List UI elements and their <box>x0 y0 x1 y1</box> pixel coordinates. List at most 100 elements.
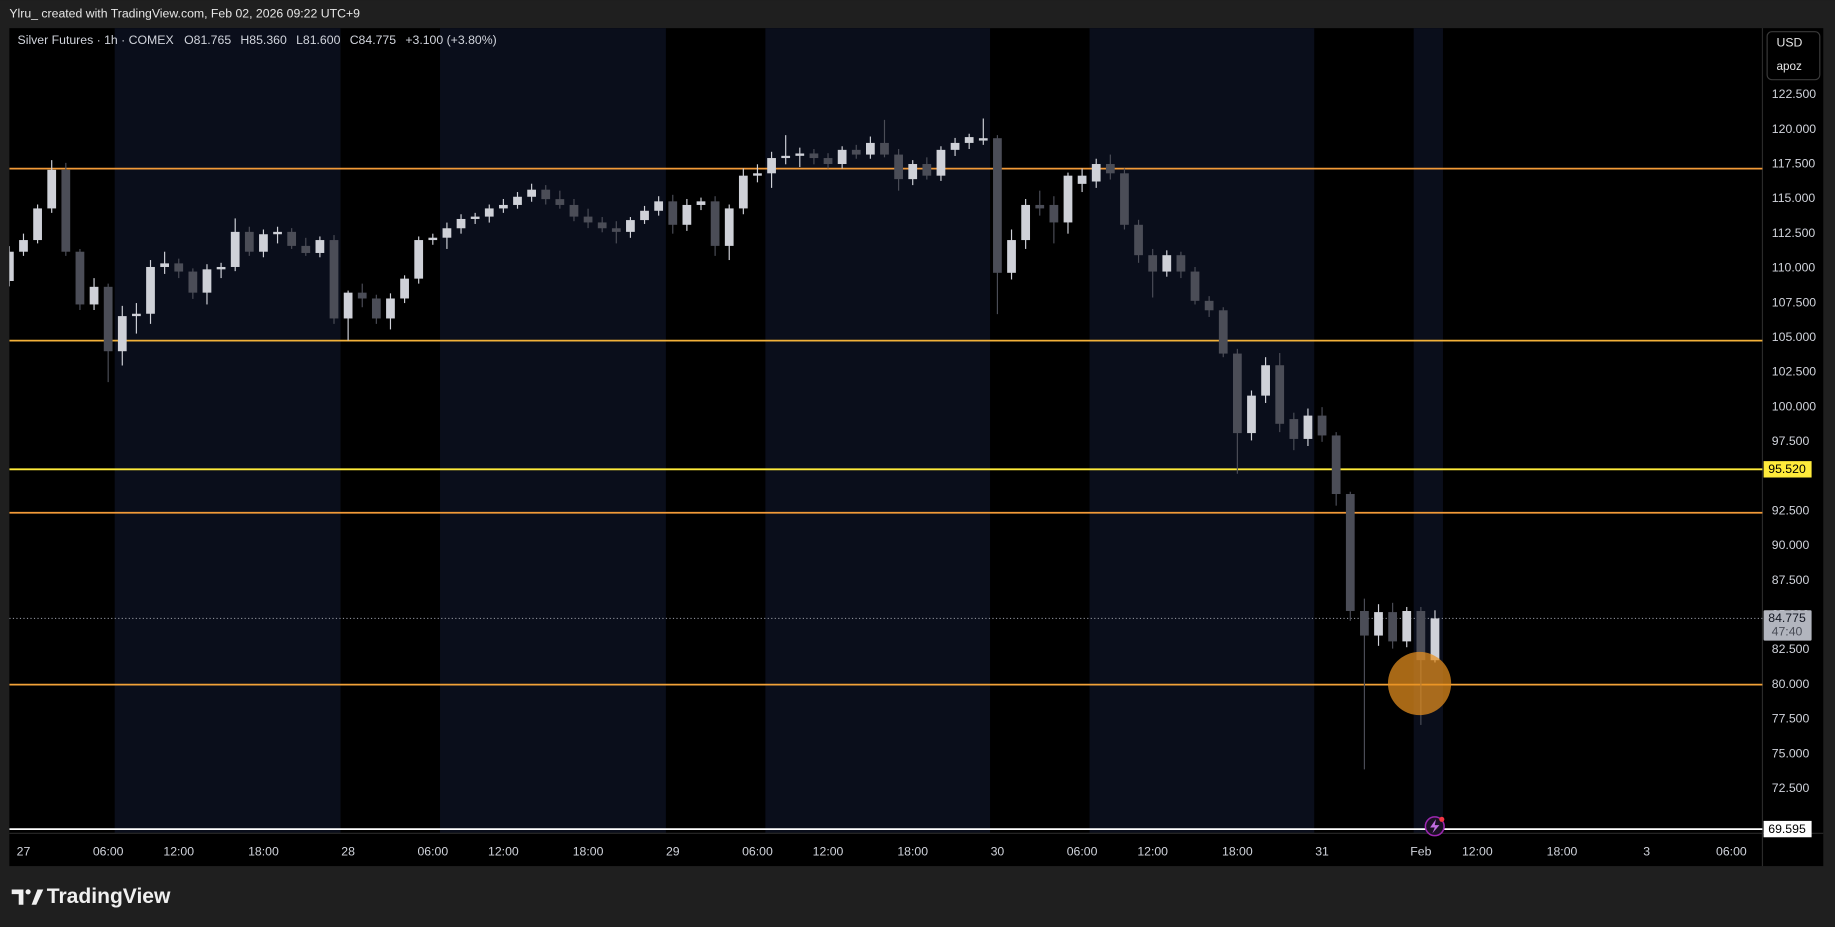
candle-body <box>555 199 565 205</box>
candle-body <box>1247 395 1256 434</box>
legend-open: O81.765 <box>184 33 231 47</box>
candle-body <box>47 169 57 209</box>
candle-body <box>978 138 988 141</box>
session-band <box>765 28 991 834</box>
candle-body <box>1360 610 1369 636</box>
x-tick-label: 06:00 <box>93 844 124 858</box>
x-tick-label: 06:00 <box>417 844 448 858</box>
candle-body <box>795 153 805 156</box>
candle-body <box>738 175 748 209</box>
candle-body <box>414 240 424 279</box>
y-tick-label: 77.500 <box>1772 712 1810 726</box>
candle-body <box>371 298 381 319</box>
x-tick-label: 27 <box>17 844 31 858</box>
candle-body <box>1416 610 1426 661</box>
y-tick-label: 112.500 <box>1772 226 1816 240</box>
y-tick-label: 115.000 <box>1772 191 1816 205</box>
candle-body <box>993 138 1002 273</box>
candle-body <box>597 222 607 229</box>
candle-body <box>188 271 198 293</box>
scale-mode: apoz <box>1776 60 1802 73</box>
event-dot <box>1439 816 1445 822</box>
candle-body <box>484 208 494 217</box>
y-tick-label: 92.500 <box>1772 503 1810 517</box>
level-label-box <box>1763 820 1812 838</box>
candle-body <box>866 142 875 155</box>
y-tick-label: 107.500 <box>1772 295 1817 309</box>
candle-body <box>894 154 903 180</box>
x-tick-label: 29 <box>666 844 680 858</box>
candle-body <box>1176 255 1186 272</box>
candle-body <box>569 204 579 217</box>
candle-body <box>753 173 762 176</box>
chart-legend: Silver Futures · 1h · COMEX O81.765 H85.… <box>18 33 497 47</box>
y-tick-label: 80.000 <box>1772 677 1810 691</box>
candle-body <box>103 286 113 352</box>
candle-body <box>1331 435 1341 495</box>
candle-body <box>428 237 438 241</box>
candle-body <box>950 142 960 150</box>
candle-body <box>33 208 42 241</box>
candle-body <box>89 286 99 305</box>
candle-body <box>1021 204 1031 241</box>
candle-body <box>1063 175 1073 223</box>
candle-body <box>1374 612 1383 636</box>
candle-body <box>1261 365 1270 396</box>
candle-body <box>668 201 678 225</box>
y-tick-label: 87.500 <box>1772 573 1810 587</box>
candle-body <box>767 158 776 174</box>
currency-box[interactable] <box>1766 31 1821 81</box>
x-tick-label: 3 <box>1643 844 1650 858</box>
candle-body <box>357 292 367 299</box>
candle-body <box>1204 300 1214 311</box>
candle-body <box>244 231 254 252</box>
candle-body <box>1430 618 1440 661</box>
y-tick-label: 97.500 <box>1772 434 1810 448</box>
session-band <box>440 28 666 834</box>
logo-mark <box>25 889 31 895</box>
event-bolt <box>1430 819 1440 834</box>
candle-body <box>710 201 720 246</box>
session-shading <box>114 28 1443 834</box>
candle-body <box>936 149 946 176</box>
candle-body <box>259 234 268 252</box>
candle-body <box>329 240 339 319</box>
candle-body <box>922 164 932 176</box>
candle-body <box>880 142 889 155</box>
candle-body <box>301 245 311 253</box>
candle-body <box>1049 204 1059 223</box>
axes: 72.50075.00077.50080.00082.50085.00087.5… <box>17 87 1817 858</box>
logo-mark <box>11 889 24 905</box>
candle-body <box>1035 204 1045 209</box>
candle-body <box>1345 494 1355 611</box>
last-price-box <box>1763 610 1812 641</box>
legend-high: H85.360 <box>240 33 287 47</box>
candle-body <box>386 298 395 319</box>
candle-body <box>470 216 480 219</box>
candle-body <box>654 201 664 211</box>
y-tick-label: 82.500 <box>1772 642 1810 656</box>
last-price-label: 84.775 <box>1768 611 1806 625</box>
candle-body <box>1105 164 1115 174</box>
x-tick-label: 12:00 <box>1137 844 1168 858</box>
currency: USD <box>1776 36 1802 50</box>
x-tick-label: 12:00 <box>488 844 519 858</box>
session-band <box>1089 28 1315 834</box>
highlight-marker <box>1387 651 1452 716</box>
countdown-label: 47:40 <box>1772 625 1803 639</box>
x-tick-label: Feb <box>1410 844 1431 858</box>
x-tick-label: 28 <box>341 844 355 858</box>
candle-body <box>1402 610 1412 642</box>
candle-body <box>640 210 649 221</box>
candle-body <box>1289 419 1299 439</box>
candle-body <box>724 208 734 246</box>
candle-body <box>781 155 791 159</box>
candle-body <box>202 269 212 293</box>
candle-body <box>1218 310 1228 354</box>
session-band <box>114 28 341 834</box>
y-tick-label: 102.500 <box>1772 365 1817 379</box>
candle-body <box>442 228 452 238</box>
caption: Ylru_ created with TradingView.com, Feb … <box>9 6 360 20</box>
